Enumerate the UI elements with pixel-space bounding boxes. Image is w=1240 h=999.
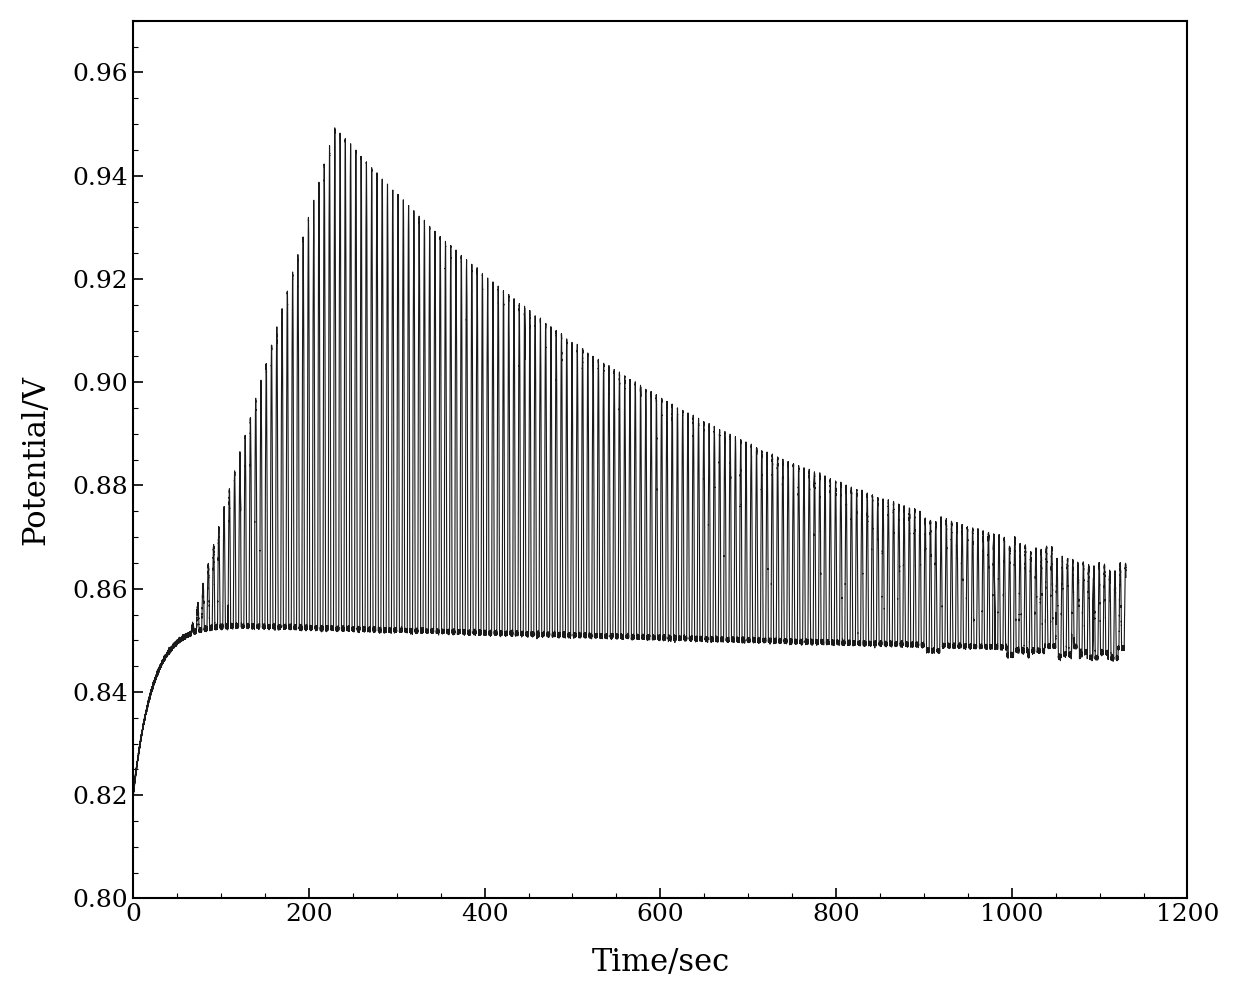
X-axis label: Time/sec: Time/sec	[591, 947, 729, 978]
Y-axis label: Potential/V: Potential/V	[21, 375, 52, 544]
